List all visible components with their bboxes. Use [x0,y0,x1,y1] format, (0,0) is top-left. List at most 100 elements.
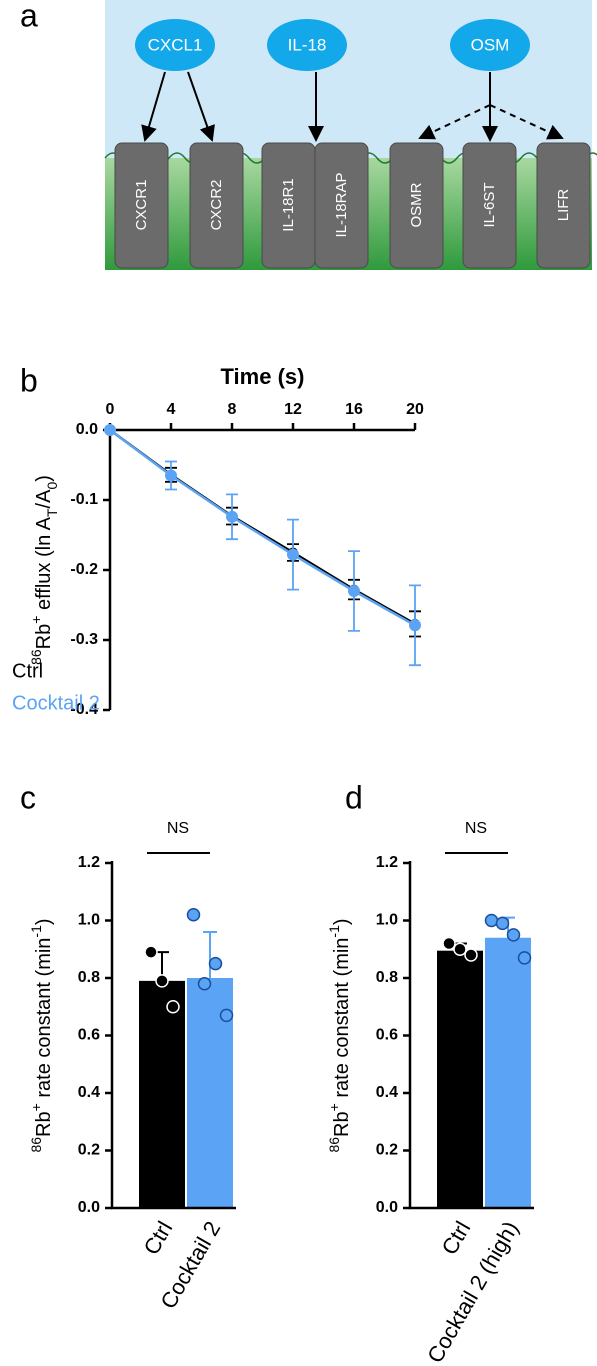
arrows [141,71,564,142]
x-tick-label: 16 [345,401,363,418]
panel-label: d [345,779,363,815]
axis-title: 86Rb+ efflux (ln AT/A0) [28,475,60,665]
axis-title-part: ) [331,918,353,925]
data-point [506,928,521,942]
axis-title-part: efflux (ln A [33,516,55,615]
y-tick-label: 0.4 [376,1084,398,1101]
axis-title-part: -1 [326,925,342,938]
point [348,585,360,597]
series-line [109,428,416,627]
y-tick-label: 0.4 [78,1084,100,1101]
panel-label: b [20,362,38,398]
bar [485,937,531,1208]
y-tick-label: 0.0 [76,421,98,438]
x-tick-label: 20 [406,401,424,418]
receptor-label: IL-18R1 [280,178,297,231]
ligand-label: IL-18 [288,35,327,54]
data-point [166,1000,180,1014]
x-tick-label: Ctrl [437,1217,476,1259]
receptor [189,142,244,269]
y-tick-label: -0.1 [70,491,98,508]
receptor-label: OSMR [408,182,425,227]
axis-title-part: /A [33,489,55,509]
ligand [267,19,347,71]
receptor [114,142,169,269]
axis-title-part: -1 [28,925,44,938]
receptor [314,142,369,269]
y-tick-label: 0.0 [376,1199,398,1216]
ligand-label: CXCL1 [148,35,203,54]
y-tick-label: 0.6 [376,1027,398,1044]
data-point [484,913,499,928]
y-tick-label: 0.8 [78,969,100,986]
axes [110,861,236,1210]
axis-title-part: 86 [326,1137,342,1153]
axis-title-part: Rb [331,1111,353,1137]
data-point [186,908,201,922]
data-point [442,936,456,951]
data-point [219,1008,234,1023]
receptor-label: CXCR2 [208,180,225,231]
receptor [389,142,444,269]
data-point [208,956,223,971]
axis-title-part: + [28,616,44,624]
point [226,510,238,523]
point [165,469,177,482]
receptor [536,142,591,269]
x-tick-label: 12 [284,401,302,418]
axis-title-part: rate constant (min [331,938,353,1104]
data-point [144,945,158,959]
axis-title: 86Rb+ rate constant (min-1) [326,918,354,1152]
y-tick-label: -0.3 [70,631,98,648]
bar [139,980,185,1208]
data-point [495,916,510,931]
axis-title-part: 86 [28,1137,44,1153]
data-point [155,974,169,988]
x-tick-label: 4 [167,401,176,418]
x-tick-label: 0 [106,401,115,418]
point [104,424,116,436]
legend-entry: Cocktail 2 [12,692,100,714]
y-tick-label: 0.2 [78,1142,100,1159]
axis-title-part: T [44,508,60,517]
ligand [135,19,215,71]
x-tick-label: Ctrl [139,1217,178,1259]
axes [408,861,534,1210]
axis-title-part: 0 [44,482,60,490]
ligand-label: OSM [471,35,510,54]
significance-label: NS [167,820,189,837]
x-tick-label: Cocktail 2 (high) [422,1217,523,1366]
axis-title-part: ) [33,918,55,925]
axis-title-part: Rb [33,1111,55,1137]
axis-title-part: 86 [28,649,44,665]
y-tick-label: -0.4 [70,701,98,718]
x-axis-title: Time (s) [221,364,305,389]
axis-title-part: rate constant (min [33,938,55,1104]
axis-title-part: ) [33,475,55,482]
y-tick-label: 0.8 [376,969,398,986]
axis-title-part: + [326,1103,342,1111]
significance-label: NS [465,820,487,837]
point [287,548,299,561]
y-tick-label: 1.2 [78,854,100,871]
receptor-label: IL-6ST [481,182,498,227]
receptor-label: CXCR1 [133,180,150,231]
axis-title-part: Rb [33,624,55,650]
panel-label: c [20,779,36,815]
data-point [464,948,478,962]
data-point [517,951,532,965]
receptor-label: IL-18RAP [333,172,350,237]
y-tick-label: 1.0 [78,912,100,929]
y-tick-label: 0.2 [376,1142,398,1159]
error-bar [203,931,217,978]
ligand [450,19,530,71]
data-point [197,977,212,991]
legend-entry: Ctrl [12,660,43,682]
bar [437,950,483,1208]
y-tick-label: 0.6 [78,1027,100,1044]
y-tick-label: 0.0 [78,1199,100,1216]
receptor-label: LIFR [555,189,572,222]
axes [108,428,415,710]
y-tick-label: 1.0 [376,912,398,929]
